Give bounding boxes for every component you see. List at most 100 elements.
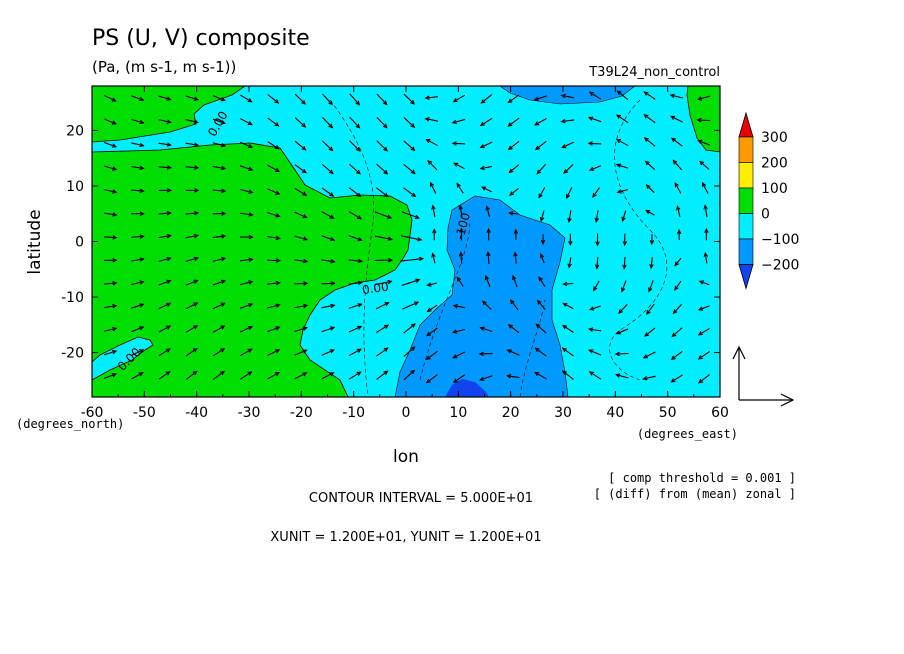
wind-arrow-head <box>192 347 198 353</box>
wind-arrow-head <box>459 227 464 233</box>
wind-arrow-head <box>166 279 172 284</box>
wind-arrow <box>563 164 574 174</box>
wind-arrow <box>240 371 252 380</box>
wind-arrow-head <box>484 274 490 281</box>
wind-arrow <box>185 325 198 333</box>
wind-arrow <box>321 140 333 151</box>
wind-arrow-head <box>588 166 595 171</box>
wind-arrow <box>185 371 198 380</box>
wind-arrow-head <box>588 306 595 311</box>
y-tick-label: -20 <box>61 346 84 362</box>
wind-arrow <box>644 327 656 337</box>
wind-arrow-head <box>614 351 620 357</box>
wind-arrow-head <box>248 303 254 308</box>
wind-arrow-head <box>193 96 199 101</box>
wind-arrow-head <box>329 214 335 219</box>
wind-arrow <box>403 369 415 381</box>
wind-arrow-head <box>247 121 253 126</box>
wind-arrow <box>616 114 629 124</box>
wind-arrow <box>239 165 253 171</box>
wind-arrow <box>158 212 171 215</box>
wind-arrow <box>185 279 198 286</box>
wind-arrow-head <box>328 100 333 106</box>
wind-arrow <box>131 349 144 356</box>
wind-arrow-head <box>248 280 254 285</box>
wind-arrow-head <box>538 276 543 282</box>
wind-arrow-head <box>166 188 173 193</box>
wind-arrow <box>452 118 466 124</box>
wind-arrow-head <box>274 122 280 127</box>
wind-arrow-head <box>615 373 621 378</box>
wind-arrow-head <box>534 371 540 377</box>
wind-arrow-head <box>194 165 200 170</box>
wind-arrow-head <box>507 324 513 329</box>
wind-arrow <box>348 326 362 333</box>
wind-arrow-head <box>563 169 569 174</box>
wind-arrow <box>645 209 655 216</box>
wind-arrow-head <box>643 137 649 142</box>
wind-arrow <box>535 140 547 150</box>
wind-arrow-head <box>302 236 309 241</box>
wind-arrow-head <box>165 348 171 353</box>
wind-arrow-head <box>111 373 118 378</box>
wind-arrow-head <box>301 99 307 105</box>
wind-arrow-head <box>671 332 677 338</box>
wind-arrow-head <box>588 371 594 376</box>
contour-label: -100 <box>452 211 473 241</box>
wind-arrow <box>670 115 683 123</box>
wind-arrow <box>452 142 466 145</box>
wind-arrow <box>158 119 171 123</box>
wind-arrow-head <box>456 182 461 188</box>
wind-arrow-head <box>328 146 334 152</box>
wind-arrow <box>671 374 683 383</box>
wind-arrow-head <box>302 372 308 377</box>
wind-arrow-head <box>111 120 117 125</box>
wind-arrow <box>348 303 362 309</box>
wind-arrow-head <box>329 326 336 331</box>
wind-arrow-head <box>696 96 703 101</box>
wind-arrow <box>425 96 438 99</box>
wind-arrow <box>403 323 416 334</box>
wind-arrow-head <box>383 146 388 152</box>
wind-arrow-head <box>452 97 458 103</box>
wind-arrow-head <box>410 169 416 175</box>
wind-arrow-head <box>643 114 649 119</box>
wind-arrow-head <box>410 323 416 328</box>
wind-arrow-head <box>425 378 431 384</box>
wind-arrow-head <box>248 166 254 172</box>
wind-arrow-head <box>533 96 539 101</box>
x-tick-label: 10 <box>449 405 467 421</box>
wind-arrow-head <box>592 192 597 198</box>
wind-arrow <box>676 206 681 218</box>
wind-arrow <box>568 257 572 268</box>
wind-arrow <box>294 187 307 196</box>
wind-arrow <box>212 95 225 101</box>
wind-arrow-head <box>220 279 227 285</box>
wind-arrow <box>158 234 171 239</box>
wind-arrow-head <box>506 349 512 354</box>
wind-arrow <box>615 352 629 355</box>
wind-arrow <box>508 94 520 103</box>
colorbar-label: 100 <box>761 181 788 197</box>
wind-arrow-head <box>275 190 281 195</box>
wind-arrow <box>131 142 144 147</box>
wind-arrow <box>185 142 199 146</box>
wind-arrow <box>185 95 198 101</box>
wind-arrow-head <box>699 160 704 166</box>
wind-arrow <box>294 117 306 128</box>
wind-arrow <box>158 95 171 101</box>
wind-arrow <box>185 302 198 310</box>
wind-arrow-head <box>702 181 707 187</box>
wind-arrow-head <box>698 280 704 285</box>
wind-arrow <box>374 211 392 219</box>
wind-arrow <box>375 302 389 310</box>
wind-arrow <box>592 187 600 198</box>
wind-arrow <box>672 160 683 171</box>
wind-arrow <box>158 325 171 333</box>
wind-arrow <box>294 211 307 219</box>
x-tick-label: 50 <box>659 405 677 421</box>
wind-arrow <box>453 162 465 170</box>
wind-arrow-head <box>220 348 226 353</box>
note-threshold: [ comp threshold = 0.001 ] <box>608 471 796 485</box>
wind-arrow <box>507 375 520 379</box>
